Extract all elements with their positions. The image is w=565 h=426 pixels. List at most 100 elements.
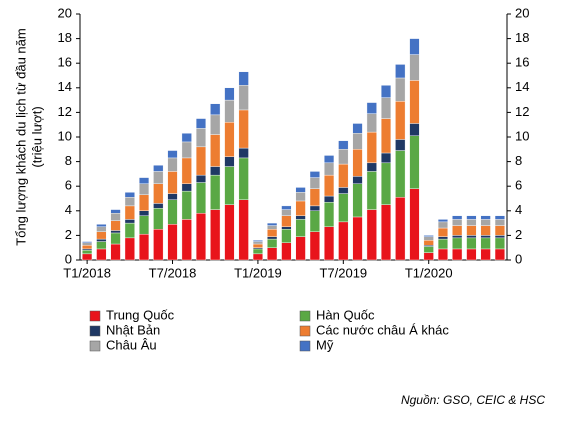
bar-segment	[124, 237, 135, 261]
bar-segment	[153, 165, 164, 172]
bar-segment	[295, 215, 306, 220]
legend-label: Nhật Bản	[106, 322, 160, 337]
bar-segment	[480, 248, 491, 261]
bar-segment	[380, 97, 392, 119]
bar-segment	[338, 163, 349, 188]
bar-segment	[195, 174, 207, 183]
bar-segment	[437, 219, 448, 223]
bar-segment	[452, 225, 463, 236]
bar-segment	[352, 149, 363, 177]
y2-tick-label: 0	[515, 251, 522, 266]
bar-segment	[124, 197, 135, 207]
legend-label: Hàn Quốc	[316, 307, 375, 322]
bar-segment	[110, 230, 121, 234]
y2-tick-label: 14	[515, 79, 529, 94]
legend-label: Trung Quốc	[106, 307, 175, 322]
x-tick-label: T1/2018	[63, 265, 111, 280]
bar-segment	[124, 222, 135, 239]
bar-segment	[466, 215, 477, 220]
source-note: Nguồn: GSO, CEIC & HSC	[401, 393, 545, 407]
bar-segment	[96, 248, 107, 261]
y-axis-label: Tổng lượng khách du lịch từ đầu năm	[13, 28, 28, 245]
bar-segment	[224, 156, 235, 167]
bar-segment	[281, 209, 292, 216]
bar-segment	[437, 248, 448, 261]
bar-segment	[324, 226, 335, 261]
bar-segment	[380, 204, 392, 261]
bar-segment	[181, 190, 192, 220]
bar-segment	[395, 101, 406, 140]
bar-segment	[181, 183, 192, 192]
y-tick-label: 0	[65, 251, 72, 266]
bar-segment	[480, 235, 491, 239]
bar-segment	[452, 215, 463, 220]
bar-segment	[409, 188, 420, 261]
bar-segment	[395, 197, 406, 261]
y-tick-label: 8	[65, 153, 72, 168]
bar-segment	[352, 176, 363, 184]
y-axis-label: (triệu lượt)	[29, 106, 44, 167]
bar-segment	[267, 229, 278, 237]
x-tick-label: T7/2018	[149, 265, 197, 280]
bar-segment	[139, 194, 150, 211]
bar-segment	[352, 216, 363, 261]
bar-segment	[409, 38, 420, 55]
y2-tick-label: 16	[515, 55, 529, 70]
bar-segment	[338, 221, 349, 261]
bar-segment	[267, 225, 278, 230]
bar-segment	[437, 227, 448, 237]
bar-segment	[423, 236, 434, 241]
bar-segment	[494, 248, 505, 261]
y2-tick-label: 18	[515, 30, 529, 45]
bar-segment	[82, 249, 93, 255]
bar-segment	[494, 225, 505, 236]
bar-segment	[395, 64, 406, 79]
bar-segment	[338, 193, 349, 223]
bar-segment	[167, 193, 178, 200]
bar-segment	[167, 157, 178, 172]
bar-segment	[494, 235, 505, 239]
bar-segment	[110, 243, 121, 261]
bar-segment	[238, 85, 249, 111]
bar-segment	[452, 219, 463, 226]
bar-segment	[366, 131, 377, 164]
bar-segment	[267, 222, 278, 226]
bar-segment	[167, 150, 178, 159]
bar-segment	[281, 229, 292, 243]
bar-segment	[366, 209, 377, 261]
bar-segment	[295, 200, 306, 216]
bar-segment	[110, 209, 121, 214]
legend-swatch	[89, 310, 101, 322]
y2-tick-label: 12	[515, 104, 529, 119]
y2-tick-label: 10	[515, 128, 529, 143]
bar-segment	[295, 219, 306, 237]
bar-segment	[181, 141, 192, 159]
legend-label: Mỹ	[316, 337, 334, 352]
bar-segment	[124, 219, 135, 224]
bar-segment	[210, 114, 221, 135]
bar-segment	[153, 203, 164, 209]
bar-segment	[210, 174, 221, 210]
bar-segment	[395, 77, 406, 102]
bar-segment	[181, 219, 192, 261]
bar-segment	[82, 241, 93, 243]
bar-segment	[153, 183, 164, 204]
bar-segment	[295, 192, 306, 202]
y2-tick-label: 4	[515, 202, 522, 217]
bar-segment	[110, 232, 121, 245]
y-tick-label: 6	[65, 178, 72, 193]
bar-segment	[110, 213, 121, 221]
bar-segment	[224, 204, 235, 261]
bar-segment	[352, 123, 363, 134]
bar-segment	[238, 109, 249, 149]
bar-segment	[309, 231, 320, 261]
legend-swatch	[299, 310, 311, 322]
bar-segment	[380, 152, 392, 164]
bar-segment	[338, 149, 349, 165]
x-tick-label: T7/2019	[319, 265, 367, 280]
bar-segment	[267, 247, 278, 261]
bar-segment	[423, 252, 434, 261]
bar-segment	[110, 220, 121, 231]
bar-segment	[494, 237, 505, 250]
